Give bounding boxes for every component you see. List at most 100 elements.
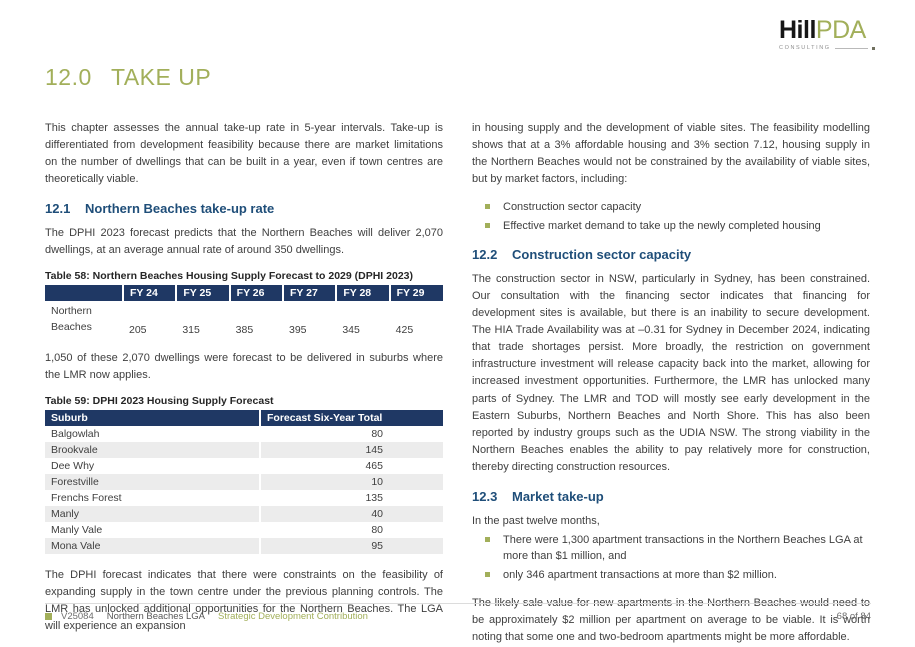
total-cell: 95 bbox=[259, 537, 443, 554]
section-number: 12.1 bbox=[45, 201, 71, 217]
table58-header-cell: FY 29 bbox=[388, 285, 443, 302]
list-item: Effective market demand to take up the n… bbox=[472, 218, 870, 235]
logo-wordmark: HillPDA bbox=[779, 18, 875, 43]
left-column: This chapter assesses the annual take-up… bbox=[45, 120, 443, 647]
table58-value-cell: 385 bbox=[229, 301, 283, 338]
section-heading-12-2: 12.2 Construction sector capacity bbox=[472, 247, 870, 262]
twelve-months-paragraph: In the past twelve months, bbox=[472, 514, 600, 527]
table59-caption: Table 59: DPHI 2023 Housing Supply Forec… bbox=[45, 394, 274, 407]
list-item: only 346 apartment transactions at more … bbox=[472, 567, 870, 584]
table58-header-cell: FY 25 bbox=[175, 285, 230, 302]
bullet-square-icon bbox=[485, 536, 490, 542]
table58-header-cell: FY 24 bbox=[121, 285, 177, 302]
suburb-cell: Balgowlah bbox=[51, 427, 100, 440]
total-cell: 465 bbox=[259, 457, 443, 474]
footer-project-code: V25084 bbox=[61, 611, 94, 622]
footer-document-title: Strategic Development Contribution bbox=[218, 611, 368, 622]
table58-value-cell: 395 bbox=[282, 301, 337, 338]
bullet-square-icon bbox=[485, 571, 490, 577]
table59-dphi-housing-supply: Suburb Forecast Six-Year Total Balgowlah… bbox=[45, 409, 443, 554]
table59-header-suburb: Suburb bbox=[45, 409, 260, 426]
section-title: Northern Beaches take-up rate bbox=[85, 201, 275, 217]
suburb-cell: Manly bbox=[45, 505, 260, 522]
suburb-cell: Mona Vale bbox=[45, 537, 260, 554]
table-row: Dee Why 465 bbox=[45, 457, 443, 474]
market-factors-list: Construction sector capacity Effective m… bbox=[472, 199, 870, 234]
page-number: 68 of 84 bbox=[836, 611, 871, 622]
logo-pda: PDA bbox=[815, 16, 866, 44]
table58-header-cell: FY 26 bbox=[228, 285, 283, 302]
table-row: Balgowlah 80 bbox=[45, 425, 443, 442]
table59-header-total: Forecast Six-Year Total bbox=[259, 409, 443, 426]
section-number: 12.3 bbox=[472, 488, 498, 504]
hillpda-logo: HillPDA CONSULTING bbox=[779, 18, 875, 51]
list-item: Construction sector capacity bbox=[472, 199, 870, 216]
bullet-square-icon bbox=[485, 222, 490, 228]
table-row: Brookvale 145 bbox=[45, 441, 443, 458]
suburb-cell: Brookvale bbox=[45, 441, 260, 458]
section-title: Construction sector capacity bbox=[512, 247, 692, 263]
sale-value-paragraph: The likely sale value for new apartments… bbox=[472, 597, 870, 644]
list-item-text: Construction sector capacity bbox=[503, 201, 642, 214]
table-row: Frenchs Forest 135 bbox=[45, 489, 443, 506]
intro-paragraph: This chapter assesses the annual take-up… bbox=[45, 122, 443, 186]
page-title: 12.0 TAKE UP bbox=[45, 64, 211, 91]
table58-header-cell: FY 28 bbox=[335, 285, 390, 302]
footer: V25084 Northern Beaches LGA Strategic De… bbox=[45, 611, 871, 622]
total-cell: 135 bbox=[259, 489, 443, 506]
footer-divider bbox=[45, 603, 871, 604]
two-column-layout: This chapter assesses the annual take-up… bbox=[45, 120, 870, 647]
table-row: Manly 40 bbox=[45, 505, 443, 522]
table58-value-cell: 345 bbox=[336, 301, 390, 338]
suburb-cell: Dee Why bbox=[51, 459, 95, 472]
lmr-suburbs-paragraph: 1,050 of these 2,070 dwellings were fore… bbox=[45, 351, 443, 381]
table58-value-cell: 425 bbox=[389, 301, 443, 338]
list-item-text: Effective market demand to take up the n… bbox=[503, 219, 821, 232]
constraints-paragraph: The DPHI forecast indicates that there w… bbox=[45, 568, 443, 633]
footer-lga-name: Northern Beaches LGA bbox=[106, 611, 205, 622]
total-cell: 80 bbox=[259, 521, 443, 538]
table58-header-cell: FY 27 bbox=[281, 285, 337, 302]
logo-hill: Hill bbox=[779, 16, 816, 44]
table58-header-blank bbox=[45, 285, 123, 302]
housing-supply-paragraph: in housing supply and the development of… bbox=[472, 122, 870, 186]
section-title: Market take-up bbox=[512, 488, 604, 504]
total-cell: 40 bbox=[259, 505, 443, 522]
transactions-list: There were 1,300 apartment transactions … bbox=[472, 532, 870, 584]
logo-tagline: CONSULTING bbox=[779, 45, 831, 51]
section-heading-12-3: 12.3 Market take-up bbox=[472, 489, 870, 504]
bullet-square-icon bbox=[485, 204, 490, 210]
table-row: Mona Vale 95 bbox=[45, 537, 443, 554]
dphi-forecast-paragraph: The DPHI 2023 forecast predicts that the… bbox=[45, 227, 443, 257]
table-row: Manly Vale 80 bbox=[45, 521, 443, 538]
section-number: 12.2 bbox=[472, 247, 498, 263]
logo-square-icon bbox=[872, 46, 875, 50]
table-row: Forestville 10 bbox=[45, 473, 443, 490]
suburb-cell: Forestville bbox=[45, 473, 260, 490]
right-column: in housing supply and the development of… bbox=[472, 120, 870, 647]
table58-caption: Table 58: Northern Beaches Housing Suppl… bbox=[45, 270, 413, 283]
list-item-text: only 346 apartment transactions at more … bbox=[503, 568, 777, 581]
suburb-cell: Manly Vale bbox=[51, 523, 103, 536]
table58-data-row: Northern Beaches 205 315 385 395 345 425 bbox=[45, 301, 443, 338]
table58-header-row: FY 24 FY 25 FY 26 FY 27 FY 28 FY 29 bbox=[45, 285, 443, 302]
logo-rule bbox=[834, 47, 868, 49]
page-title-number: 12.0 bbox=[45, 64, 92, 90]
table58-value-cell: 315 bbox=[176, 301, 230, 338]
table59-header-row: Suburb Forecast Six-Year Total bbox=[45, 409, 443, 426]
table58-housing-supply-forecast: FY 24 FY 25 FY 26 FY 27 FY 28 FY 29 Nort… bbox=[45, 285, 443, 338]
total-cell: 80 bbox=[259, 425, 443, 442]
total-cell: 10 bbox=[259, 473, 443, 490]
construction-sector-paragraph: The construction sector in NSW, particul… bbox=[472, 273, 870, 473]
list-item-text: There were 1,300 apartment transactions … bbox=[503, 533, 863, 563]
logo-tagline-row: CONSULTING bbox=[779, 45, 875, 51]
table58-value-cell: 205 bbox=[123, 301, 177, 338]
suburb-cell: Frenchs Forest bbox=[51, 491, 122, 504]
list-item: There were 1,300 apartment transactions … bbox=[472, 532, 870, 565]
footer-square-icon bbox=[45, 613, 52, 620]
page-title-text: TAKE UP bbox=[111, 64, 212, 90]
total-cell: 145 bbox=[259, 441, 443, 458]
table58-row-label: Northern Beaches bbox=[45, 301, 123, 338]
section-heading-12-1: 12.1 Northern Beaches take-up rate bbox=[45, 201, 443, 216]
